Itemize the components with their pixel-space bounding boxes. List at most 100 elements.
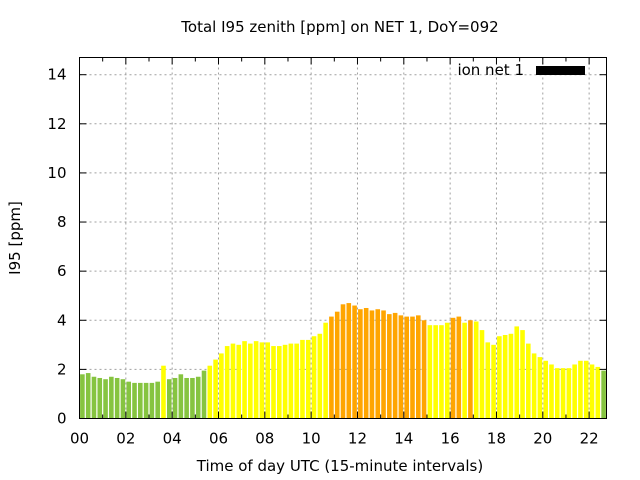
bar-74: [508, 333, 514, 419]
bar-66: [462, 322, 467, 419]
y-axis-label: I95 [ppm]: [6, 201, 24, 275]
bar-80: [543, 360, 548, 419]
bar-1: [85, 373, 91, 419]
x-tick-label: 10: [302, 430, 321, 448]
bar-88: [589, 364, 595, 419]
x-tick-label: 08: [255, 430, 274, 448]
bar-27: [236, 344, 242, 419]
bar-71: [491, 344, 496, 419]
bar-89: [595, 366, 601, 419]
bar-79: [537, 357, 543, 419]
bar-21: [201, 370, 207, 419]
bar-29: [248, 343, 253, 419]
bar-54: [392, 312, 398, 419]
bar-76: [520, 330, 525, 419]
bar-73: [502, 335, 508, 419]
bar-16: [172, 377, 178, 419]
bar-33: [271, 346, 276, 419]
bar-17: [178, 374, 184, 419]
grid-layer: [79, 57, 607, 419]
y-tick-label: 2: [57, 360, 67, 378]
bar-6: [114, 377, 120, 419]
bar-62: [439, 325, 444, 419]
bar-47: [352, 305, 357, 419]
x-tick-label: 06: [209, 430, 228, 448]
bar-19: [190, 377, 195, 419]
x-tick-label: 16: [441, 430, 460, 448]
bar-70: [485, 342, 491, 419]
bar-59: [421, 320, 427, 419]
bar-14: [161, 365, 166, 419]
bar-75: [514, 326, 520, 419]
bar-85: [572, 364, 577, 419]
bar-38: [300, 339, 305, 419]
bar-2: [91, 376, 97, 419]
bar-20: [195, 376, 201, 419]
bar-87: [583, 360, 589, 419]
bar-34: [277, 346, 282, 419]
x-tick-label: 20: [533, 430, 552, 448]
bar-52: [381, 310, 386, 419]
y-tick-label: 0: [57, 410, 67, 428]
bar-51: [375, 309, 381, 419]
x-tick-label: 02: [116, 430, 135, 448]
bar-15: [166, 379, 172, 419]
bar-12: [149, 382, 155, 419]
bar-7: [120, 379, 126, 419]
bar-24: [219, 353, 224, 419]
bar-32: [265, 342, 271, 419]
x-tick-label: 18: [487, 430, 506, 448]
bar-48: [358, 309, 363, 419]
bar-9: [132, 382, 137, 419]
x-tick-label: 12: [348, 430, 367, 448]
bar-0: [80, 374, 85, 419]
y-tick-label: 8: [57, 213, 67, 231]
bar-31: [259, 342, 265, 419]
bar-50: [369, 310, 375, 419]
bar-22: [207, 365, 213, 419]
bar-81: [549, 364, 554, 419]
bar-23: [213, 359, 218, 419]
bar-49: [363, 307, 369, 419]
bars-layer: [80, 303, 606, 419]
bar-60: [427, 325, 433, 419]
bar-37: [294, 343, 299, 419]
bar-3: [97, 377, 103, 419]
bar-40: [311, 336, 317, 419]
bar-63: [444, 322, 450, 419]
bar-83: [560, 368, 566, 419]
bar-42: [323, 322, 328, 419]
x-tick-label: 04: [163, 430, 182, 448]
y-tick-label: 12: [47, 115, 66, 133]
x-axis-label: Time of day UTC (15-minute intervals): [196, 457, 483, 475]
bar-13: [155, 381, 160, 419]
x-tick-label: 00: [70, 430, 89, 448]
bar-44: [334, 311, 340, 419]
bar-64: [450, 317, 456, 419]
bar-86: [578, 360, 583, 419]
chart-title: Total I95 zenith [ppm] on NET 1, DoY=092: [180, 18, 498, 36]
bar-30: [253, 341, 259, 419]
bar-61: [433, 325, 438, 419]
bar-68: [473, 321, 479, 419]
bar-28: [242, 341, 247, 419]
y-tick-label: 10: [47, 164, 66, 182]
bar-5: [109, 376, 114, 419]
bar-58: [415, 315, 421, 419]
bar-67: [468, 320, 473, 419]
bar-43: [329, 316, 334, 419]
bar-69: [479, 330, 485, 419]
bar-55: [398, 315, 404, 419]
bar-56: [404, 316, 409, 419]
bar-78: [531, 353, 537, 419]
legend: ion net 1: [457, 61, 585, 79]
legend-swatch: [536, 66, 585, 75]
bar-25: [224, 346, 230, 419]
bar-46: [346, 303, 352, 419]
bar-53: [387, 314, 392, 419]
legend-label: ion net 1: [457, 61, 524, 79]
bar-84: [566, 368, 572, 419]
bar-77: [526, 343, 531, 419]
bar-26: [230, 343, 236, 419]
